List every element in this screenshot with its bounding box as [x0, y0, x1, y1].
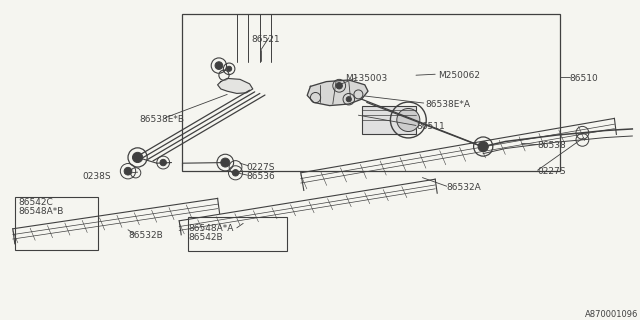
Polygon shape [307, 80, 368, 106]
Bar [15, 197, 98, 250]
Bar [182, 14, 560, 171]
Circle shape [336, 83, 342, 89]
Circle shape [346, 97, 351, 102]
Text: 86542B: 86542B [189, 233, 223, 242]
Text: 86542C: 86542C [18, 198, 52, 207]
Circle shape [215, 62, 223, 69]
Bar [362, 106, 416, 134]
Text: 86538: 86538 [538, 141, 566, 150]
Bar [188, 217, 287, 251]
Text: 86548A*B: 86548A*B [18, 207, 63, 216]
Text: A870001096: A870001096 [586, 310, 639, 319]
Text: 0227S: 0227S [246, 163, 275, 172]
Text: 86548A*A: 86548A*A [189, 224, 234, 233]
Circle shape [478, 141, 488, 152]
Circle shape [397, 108, 420, 132]
Text: M250062: M250062 [438, 71, 481, 80]
Text: 86510: 86510 [570, 74, 598, 83]
Text: 86536: 86536 [246, 172, 275, 181]
Circle shape [221, 158, 230, 167]
Circle shape [124, 167, 132, 175]
Text: 86511: 86511 [416, 122, 445, 131]
Circle shape [160, 159, 166, 166]
Text: 86532A: 86532A [447, 183, 481, 192]
Circle shape [132, 152, 143, 163]
Text: 86538E*B: 86538E*B [140, 115, 184, 124]
Polygon shape [218, 78, 253, 93]
Text: 86521: 86521 [252, 35, 280, 44]
Text: 0227S: 0227S [538, 167, 566, 176]
Text: 0238S: 0238S [82, 172, 111, 181]
Circle shape [227, 66, 232, 71]
Text: M135003: M135003 [346, 74, 388, 83]
Text: 86538E*A: 86538E*A [426, 100, 470, 109]
Circle shape [232, 170, 239, 176]
Text: 86532B: 86532B [128, 231, 163, 240]
